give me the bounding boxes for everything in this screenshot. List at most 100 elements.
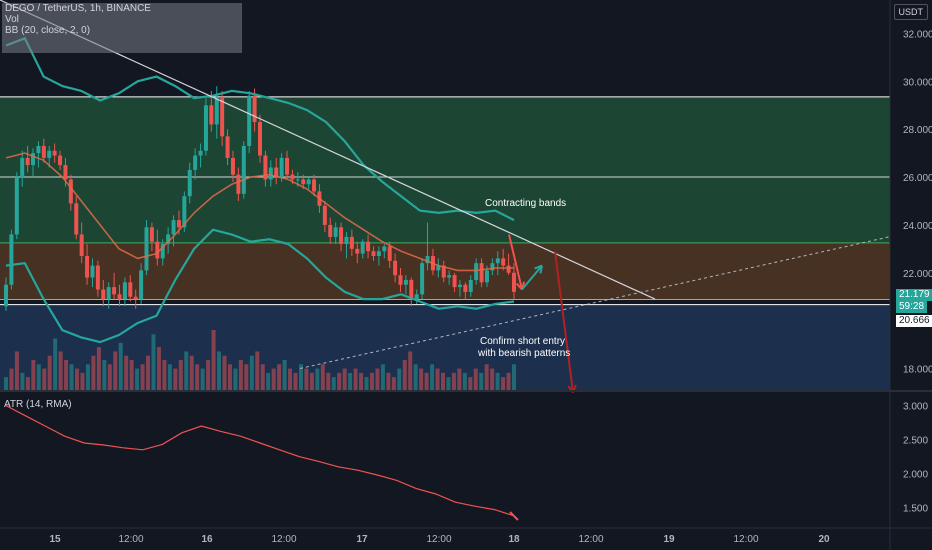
candle-body [425,256,430,264]
candle [9,229,14,290]
volume-bar [424,372,429,390]
candle-body [68,179,73,204]
candle [349,229,354,257]
candle-body [403,279,408,285]
bb-lower-band [5,228,515,344]
candle [41,138,46,163]
candle-body [333,227,338,237]
candle-body [268,167,273,180]
candle-body [74,203,79,235]
candle-body [128,282,133,297]
candle-body [463,284,468,292]
candle [312,174,317,197]
candle-body [31,153,36,166]
candle-body [512,272,516,292]
atr-tick-label: 2.500 [903,436,928,447]
volume-bar [129,360,134,390]
candle [263,150,268,187]
candle-body [63,165,68,180]
candle [203,98,208,156]
candle [355,241,360,264]
candle-body [295,179,300,181]
candle [371,246,376,261]
projection-arrow [508,234,523,290]
candle [160,239,165,266]
candle-body [344,236,349,245]
volume-bar [309,372,314,390]
volume-bar [227,364,232,390]
bb-upper-band [5,36,515,222]
candle-body [214,98,219,125]
candle-body [252,95,257,123]
candle-body [176,220,181,228]
volume-bar [293,372,298,390]
candle [344,232,349,259]
currency-button[interactable]: USDT [893,4,928,20]
candle [106,282,111,309]
arrow-head [534,264,543,270]
candle-body [166,234,171,245]
volume-bar [484,364,489,390]
candle [220,90,225,146]
candle [117,284,122,307]
atr-arrow [509,511,519,521]
indicator-legend[interactable]: DEGO / TetherUS, 1h, BINANCE Vol BB (20,… [2,3,242,53]
candle [360,239,365,259]
candle [468,275,473,297]
candle [133,289,138,309]
volume-bar [233,368,238,390]
volume-bar [96,347,101,390]
volume-bar [288,368,293,390]
candle-body [9,234,14,285]
volume-bar [397,368,402,390]
candle [52,143,57,163]
candle-body [501,258,506,266]
candle-body [133,296,138,300]
price-tick-label: 24.000 [903,221,932,232]
candle-body [85,256,90,278]
candle-body [220,98,225,137]
volume-bar [255,351,260,390]
candle [322,200,327,233]
volume-bar [102,360,107,390]
candle [285,150,290,180]
candle-body [322,205,327,225]
candle [36,141,41,168]
volume-bar [359,372,364,390]
price-tick-label: 30.000 [903,77,932,88]
volume-bar [391,377,396,390]
candle-body [171,220,176,235]
candle-body [95,265,100,290]
candle-body [230,157,235,175]
price-tick-label: 18.000 [903,364,932,375]
annotation-confirm-1: Confirm short entry [480,336,565,347]
candle [25,145,30,173]
volume-bar [4,377,8,390]
candle-body [420,263,425,295]
volume-bar [451,372,456,390]
time-tick-label: 12:00 [426,534,451,545]
time-tick-label: 12:00 [733,534,758,545]
candle-body [328,224,333,237]
volume-bar [419,368,424,390]
volume-bar [124,355,129,390]
volume-bar [326,372,331,390]
candle-body [393,260,398,276]
candle [171,215,176,247]
volume-bar [140,364,145,390]
volume-bar [36,364,41,390]
candle-body [58,155,63,166]
candle-body [25,157,30,166]
volume-bar [490,368,495,390]
candle [187,162,192,204]
volume-bar [337,372,342,390]
atr-tick-label: 3.000 [903,402,928,413]
candle [139,263,144,304]
volume-bar [42,368,47,390]
candle [144,220,149,276]
volume-bar [277,364,282,390]
candle-body [47,150,52,158]
candle-body [160,244,165,259]
volume-bar [380,364,385,390]
